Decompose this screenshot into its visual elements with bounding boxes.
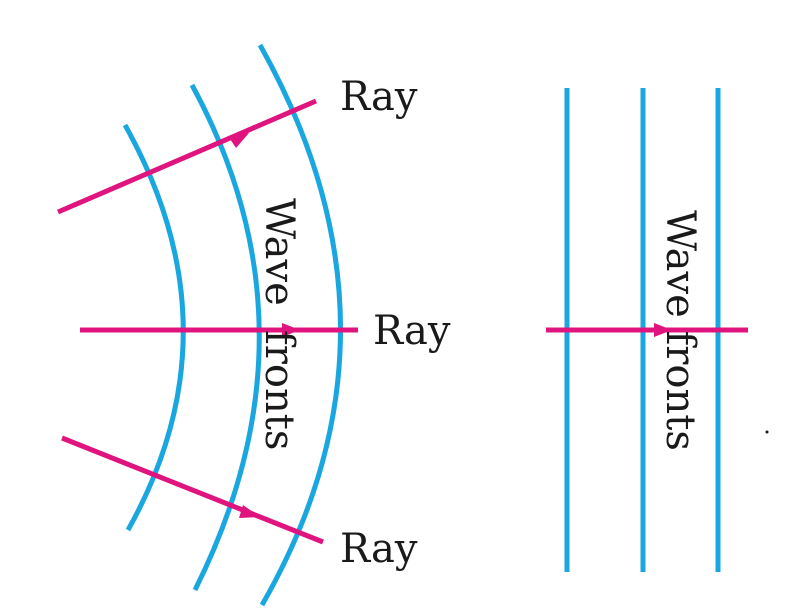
plane-wavefront-label: Wave fronts (657, 210, 703, 451)
plane-ray-arrow (654, 323, 672, 337)
ray-middle-arrow (282, 323, 300, 337)
spherical-wave-panel: Ray Ray Ray Wave fronts (57, 43, 451, 607)
ray-label-lower: Ray (340, 526, 418, 572)
spherical-wavefront-label: Wave fronts (256, 198, 302, 450)
plane-wave-panel: Wave fronts (546, 88, 769, 572)
spherical-wavefront-2 (189, 83, 262, 592)
ray-upper-arrow (228, 133, 249, 148)
plane-wavefront-label-text: Wave fronts (657, 210, 703, 451)
wavefront-label-line1: Wave (256, 198, 302, 306)
ray-upper (57, 98, 317, 215)
ray-label-upper: Ray (340, 74, 418, 120)
ray-lower-arrow (239, 505, 260, 518)
stray-dot (765, 430, 769, 434)
wavefront-label-line2: fronts (256, 330, 302, 450)
spherical-wavefront-3 (257, 43, 343, 607)
ray-lower (61, 435, 324, 545)
ray-label-middle: Ray (373, 308, 451, 354)
